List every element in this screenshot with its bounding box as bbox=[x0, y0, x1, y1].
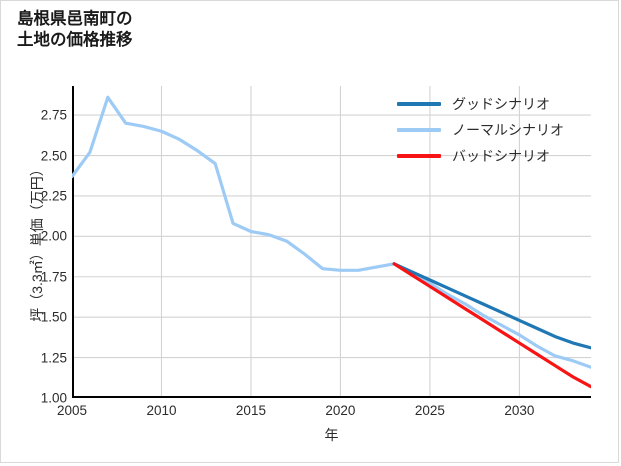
chart-legend: グッドシナリオ ノーマルシナリオ バッドシナリオ bbox=[397, 91, 597, 169]
legend-label: グッドシナリオ bbox=[452, 96, 550, 112]
chart-title: 島根県邑南町の 土地の価格推移 bbox=[17, 10, 133, 50]
legend-item-1[interactable]: ノーマルシナリオ bbox=[397, 117, 597, 143]
plot-area bbox=[72, 86, 591, 398]
y-axis-tick-1.00: 1.00 bbox=[40, 390, 67, 406]
legend-swatch-icon bbox=[397, 128, 441, 132]
x-axis-tick-2030: 2030 bbox=[504, 403, 535, 418]
chart-svg bbox=[72, 86, 591, 398]
x-axis-tick-2025: 2025 bbox=[414, 403, 445, 418]
x-axis-tick-2010: 2010 bbox=[146, 403, 177, 418]
y-axis-tick-labels: 2.75 2.50 2.25 2.00 1.75 1.50 1.25 1.00 bbox=[1, 1, 67, 466]
y-axis-tick-2.75: 2.75 bbox=[40, 107, 67, 123]
x-axis-label: 年 bbox=[324, 427, 339, 443]
y-axis-tick-1.25: 1.25 bbox=[40, 350, 67, 366]
legend-item-2[interactable]: バッドシナリオ bbox=[397, 143, 597, 169]
legend-swatch-icon bbox=[397, 154, 441, 158]
legend-item-0[interactable]: グッドシナリオ bbox=[397, 91, 597, 117]
series-line-バッドシナリオ bbox=[392, 262, 591, 389]
y-axis-tick-2.00: 2.00 bbox=[40, 228, 67, 244]
legend-label: ノーマルシナリオ bbox=[452, 122, 564, 138]
series-line-ノーマルシナリオ bbox=[72, 95, 591, 369]
x-axis-tick-2005: 2005 bbox=[56, 403, 88, 418]
y-axis-tick-2.50: 2.50 bbox=[40, 148, 67, 163]
x-axis-tick-2015: 2015 bbox=[235, 403, 266, 418]
y-axis-tick-2.25: 2.25 bbox=[40, 188, 67, 204]
x-axis-tick-labels: 2005 2010 2015 2020 2025 2030 bbox=[1, 403, 621, 425]
y-axis-tick-1.50: 1.50 bbox=[40, 309, 67, 325]
legend-label: バッドシナリオ bbox=[452, 148, 550, 164]
legend-swatch-icon bbox=[397, 102, 441, 106]
x-axis-tick-2020: 2020 bbox=[325, 403, 356, 418]
series-line-グッドシナリオ bbox=[392, 262, 591, 350]
y-axis-tick-1.75: 1.75 bbox=[40, 269, 67, 285]
